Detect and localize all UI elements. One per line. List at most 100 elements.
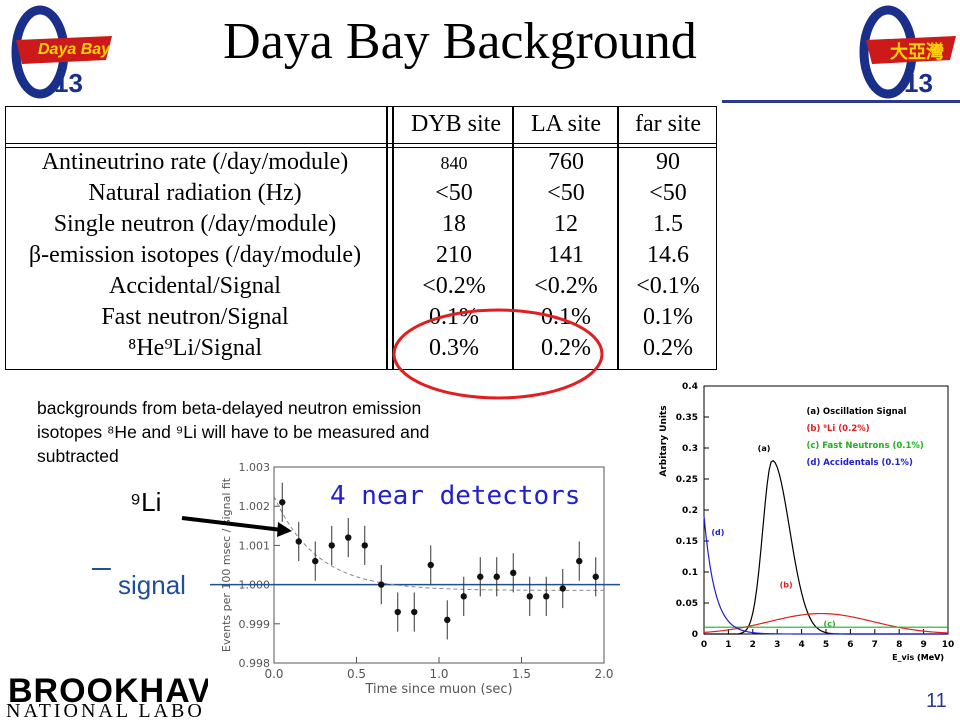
data-point [411,608,418,616]
data-point [543,593,550,600]
x-tick-label: 0.0 [264,667,283,681]
y-tick-label: 0.3 [682,444,698,454]
background-table: DYB site LA site far site Antineutrino r… [5,106,717,370]
cell: 0.2% [643,335,693,361]
x-axis-label: E_vis (MeV) [892,653,944,662]
y-tick-label: 1.003 [239,461,271,474]
curve-accidentals [703,516,948,635]
cell: 0.2% [541,335,591,361]
note-line: subtracted [37,446,119,466]
curve-oscillation-signal [704,459,948,635]
cell: 90 [656,149,680,175]
curve-label: (c) [824,620,836,629]
x-tick-label: 10 [942,640,955,650]
x-tick-label: 6 [847,640,853,650]
cell: <50 [547,180,585,206]
x-tick-label: 2.0 [594,667,613,681]
legend-entry: (d) Accidentals (0.1%) [806,458,912,468]
logo-left-text: Daya Bay [38,41,111,58]
x-tick-label: 5 [823,640,829,650]
data-point [460,593,467,600]
data-point [279,499,286,506]
row-label: Fast neutron/Signal [101,304,289,330]
row-label: ⁸He⁹Li/Signal [127,335,263,361]
brookhaven-logo-line2: NATIONAL LABORA [6,700,204,722]
cell: 12 [554,211,578,237]
y-tick-label: 0 [692,630,698,640]
cell: <50 [649,180,687,206]
y-tick-label: 0.1 [682,568,698,578]
title-rule [722,100,960,103]
table-row: Natural radiation (Hz) <50 <50 <50 [6,180,716,211]
y-axis-label: Arbitary Units [659,405,669,476]
cell: 210 [436,242,472,268]
legend-entry: (a) Oscillation Signal [806,407,906,417]
table-vline [386,107,388,369]
highlight-ellipse [392,308,604,400]
table-vline [512,107,514,369]
signal-text: signal [110,570,186,600]
x-tick-label: 0 [701,640,707,650]
data-point [361,542,368,549]
row-label: Single neutron (/day/module) [53,211,337,237]
table-row: ⁸He⁹Li/Signal 0.3% 0.2% 0.2% [6,335,716,366]
near-detectors-label: 4 near detectors [330,481,581,511]
header-dyb: DYB site [411,111,501,137]
y-axis-label: Events per 100 msec / signal fit [220,477,233,652]
y-tick-label: 0.35 [676,413,698,423]
data-point [295,538,302,545]
x-tick-label: 1.5 [512,667,531,681]
x-axis-label: Time since muon (sec) [364,682,512,697]
nu-bar-icon [92,570,111,600]
li9-arrow [181,516,292,537]
y-tick-label: 0.998 [239,657,271,670]
table-row: β-emission isotopes (/day/module) 210 14… [6,242,716,273]
cell: 14.6 [647,242,689,268]
li9-label: ⁹Li [130,487,162,517]
cell: 760 [548,149,584,175]
signal-label: signal [92,570,186,601]
y-tick-label: 0.4 [682,382,698,392]
curve-label: (b) [780,581,793,590]
x-tick-label: 1.0 [429,667,448,681]
logo-right-sub: 13 [904,68,933,98]
cell: <50 [435,180,473,206]
data-point [526,593,533,600]
cell: 18 [442,211,466,237]
table-row: Single neutron (/day/module) 18 12 1.5 [6,211,716,242]
legend-entry: (c) Fast Neutrons (0.1%) [806,441,923,451]
daya-bay-logo-left: Daya Bay 13 [2,2,122,102]
row-label: Accidental/Signal [109,273,281,299]
cell: 1.5 [653,211,683,237]
table-vline [617,107,619,369]
data-point [394,608,401,616]
row-label: Antineutrino rate (/day/module) [41,149,349,175]
data-point [510,569,517,577]
page-number: 11 [926,690,947,712]
data-point [427,561,434,569]
y-tick-label: 0.999 [239,618,271,631]
legend-entry: (b) ⁹Li (0.2%) [806,424,869,434]
y-tick-label: 0.2 [682,506,698,516]
y-tick-label: 0.15 [676,537,698,547]
brookhaven-logo-line1: BROOKHAV [8,672,208,710]
x-tick-label: 3 [774,640,780,650]
data-point [312,557,319,565]
row-label: Natural radiation (Hz) [88,180,302,206]
data-point [592,573,599,580]
note-line: isotopes ⁸He and ⁹Li will have to be mea… [37,422,430,442]
cell: <0.2% [534,273,598,299]
daya-bay-logo-right: 大亞灣 13 [848,2,960,102]
x-tick-label: 2 [750,640,756,650]
data-point [378,581,385,588]
x-tick-label: 7 [872,640,878,650]
curve-label: (a) [758,444,771,453]
theta-logo-icon [11,5,112,99]
logo-right-text: 大亞灣 [890,42,944,63]
data-point [477,573,484,580]
table-row: Antineutrino rate (/day/module) 840 760 … [6,149,716,180]
energy-spectrum-plot: 0 0.05 0.1 0.15 0.2 0.25 0.3 0.35 0.4 0 1 2 3 4 5 6 7 8 9 1… [659,382,955,662]
data-point [345,534,352,541]
x-axis-unit: (MeV) [917,653,944,662]
